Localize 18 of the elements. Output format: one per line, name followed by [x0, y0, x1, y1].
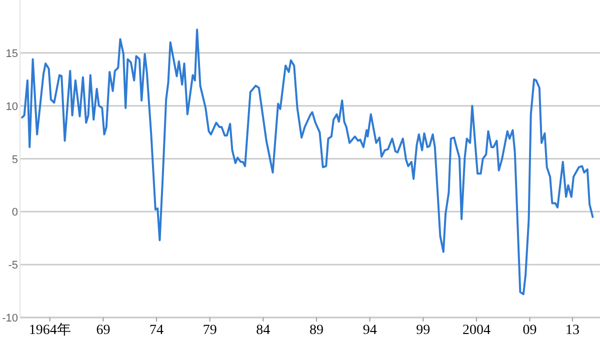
- x-tick-label: 13: [565, 323, 580, 338]
- y-tick-label: -5: [8, 260, 18, 272]
- x-tick-label: 09: [522, 323, 537, 338]
- x-tick-label: 79: [202, 323, 217, 338]
- y-tick-label: 15: [6, 48, 18, 60]
- y-tick-label: 5: [12, 154, 18, 166]
- line-series: [21, 28, 594, 296]
- x-tick-label: 74: [150, 323, 164, 338]
- x-tick-label: 89: [310, 323, 324, 338]
- x-tick-label: 84: [256, 323, 270, 338]
- y-tick-label: -10: [2, 312, 18, 324]
- x-tick-label: 69: [96, 323, 110, 338]
- x-tick-label: 94: [362, 323, 377, 338]
- y-tick-label: 10: [6, 100, 18, 113]
- x-tick-label: 99: [416, 323, 430, 338]
- y-tick-label: 0: [12, 206, 18, 219]
- x-tick-label: 2004: [462, 323, 490, 338]
- x-tick-label: 1964年: [28, 322, 71, 338]
